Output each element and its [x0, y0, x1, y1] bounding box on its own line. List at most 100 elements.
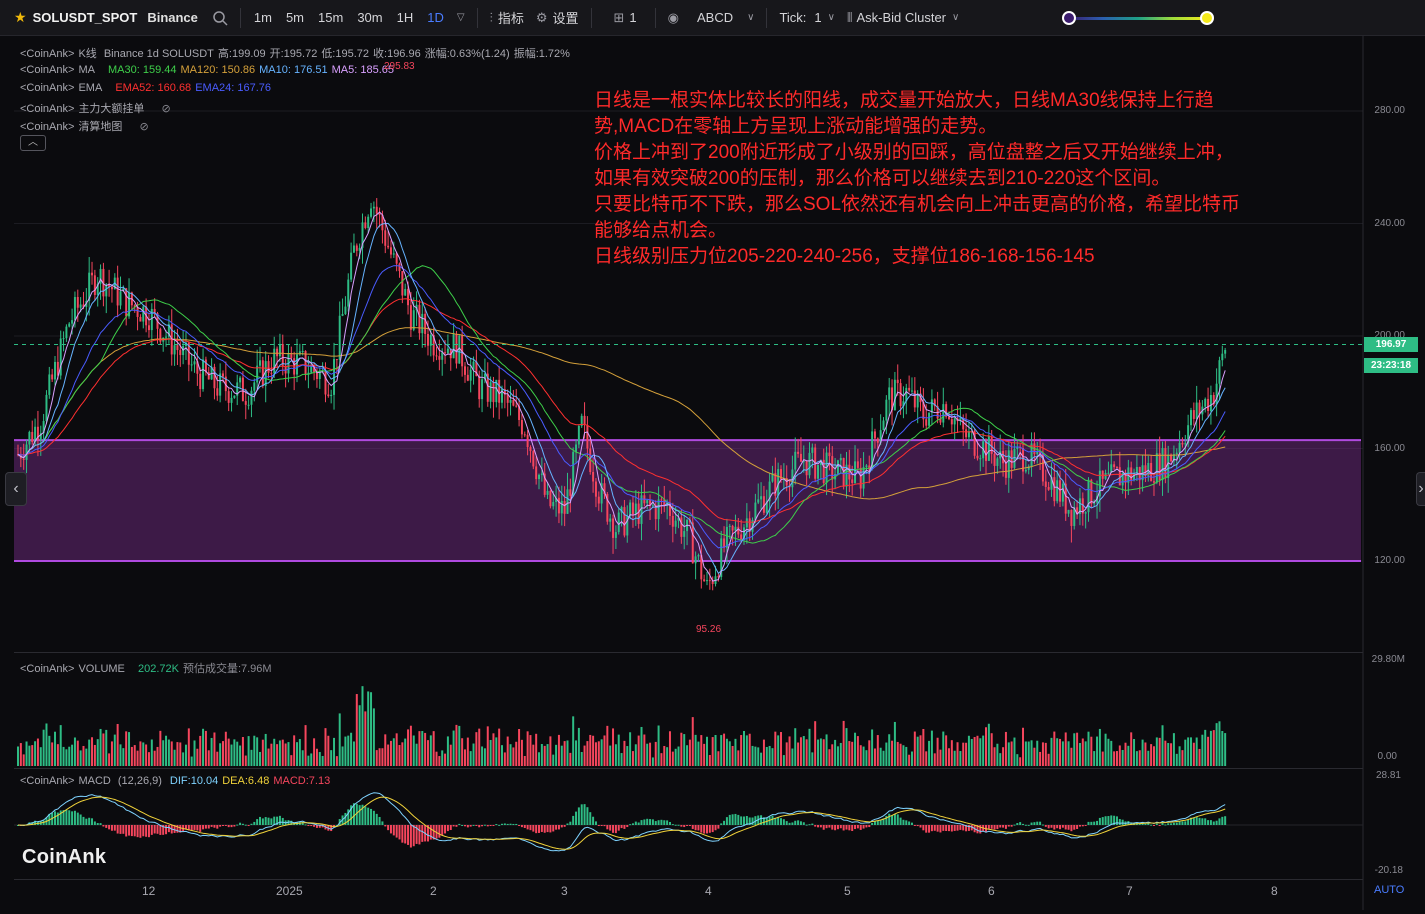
- ema-legend: <CoinAnk> EMA EMA52: 160.68 EMA24: 167.76: [20, 82, 275, 94]
- candle-body: [1172, 454, 1175, 462]
- volume-bar: [947, 748, 950, 766]
- candle-body: [1044, 481, 1047, 487]
- candle-body: [93, 275, 96, 295]
- candle-body: [876, 438, 879, 443]
- indicators-button[interactable]: ⫶ 指标: [484, 0, 530, 36]
- hidden-eye-icon[interactable]: ⊘: [139, 121, 149, 133]
- candle-body: [1061, 483, 1064, 502]
- macd-histogram-bar: [970, 825, 973, 831]
- time-axis-label: 7: [1126, 884, 1133, 898]
- volume-bar: [153, 750, 156, 766]
- legend-collapse-button[interactable]: ︿: [20, 135, 46, 151]
- volume-bar: [871, 729, 874, 766]
- candle-body: [62, 338, 65, 340]
- timeframe-dropdown-chevron-icon[interactable]: ▽: [456, 12, 465, 23]
- candle-body: [296, 354, 299, 375]
- macd-histogram-bar: [364, 806, 367, 825]
- slider-left-knob[interactable]: [1062, 11, 1076, 25]
- macd-histogram-bar: [91, 818, 94, 825]
- volume-bar: [808, 728, 811, 766]
- macd-histogram-bar: [1087, 821, 1090, 825]
- candle-body: [1047, 486, 1050, 490]
- layout-button[interactable]: ⊞ 1: [608, 0, 643, 36]
- tick-selector[interactable]: Tick: 1 ∨: [773, 0, 841, 36]
- hidden-eye-icon[interactable]: ⊘: [161, 103, 171, 115]
- macd-histogram-bar: [762, 817, 765, 825]
- volume-bar: [970, 738, 973, 766]
- heatmap-color-slider[interactable]: [1062, 11, 1214, 25]
- macd-histogram-bar: [387, 825, 390, 831]
- timeframe-1h[interactable]: 1H: [396, 10, 414, 25]
- candle-body: [868, 465, 871, 470]
- eye-icon[interactable]: ◉: [667, 9, 679, 25]
- candle-body: [455, 334, 458, 364]
- candle-body: [999, 450, 1002, 459]
- macd-histogram-bar: [458, 823, 461, 825]
- abcd-pattern-button[interactable]: ABCD ∨: [691, 0, 760, 36]
- macd-histogram-bar: [572, 815, 575, 825]
- chart-area[interactable]: [0, 36, 1425, 914]
- macd-histogram-bar: [987, 825, 990, 830]
- macd-histogram-bar: [1209, 820, 1212, 825]
- candle-body: [668, 502, 671, 516]
- candle-body: [979, 458, 982, 460]
- timeframe-1d[interactable]: 1D: [427, 10, 444, 25]
- volume-bar: [469, 751, 472, 766]
- macd-histogram-bar: [811, 823, 814, 825]
- volume-bar: [184, 744, 187, 766]
- timeframe-15m[interactable]: 15m: [318, 10, 344, 25]
- macd-histogram-bar: [1172, 822, 1175, 825]
- candle-body: [768, 481, 771, 502]
- volume-bar: [435, 751, 438, 766]
- timeframe-1m[interactable]: 1m: [253, 10, 272, 25]
- kline-open: 开:195.72: [269, 48, 318, 60]
- candle-body: [694, 556, 697, 564]
- candle-body: [654, 505, 657, 520]
- search-icon[interactable]: [206, 0, 234, 36]
- volume-bar: [836, 746, 839, 766]
- candle-body: [575, 444, 578, 452]
- macd-histogram-bar: [1115, 816, 1118, 825]
- candle-body: [398, 263, 401, 272]
- candle-body: [1004, 463, 1007, 478]
- volume-bar: [765, 746, 768, 766]
- volume-bar: [22, 754, 25, 766]
- volume-bar: [868, 740, 871, 766]
- settings-button[interactable]: ⚙ 设置: [530, 0, 585, 36]
- timeframe-5m[interactable]: 5m: [285, 10, 305, 25]
- favorite-star-icon[interactable]: ★: [14, 9, 27, 25]
- volume-bar: [646, 743, 649, 766]
- scroll-left-arrow-icon[interactable]: ‹: [5, 472, 27, 506]
- macd-histogram-bar: [119, 825, 122, 834]
- candle-body: [566, 489, 569, 514]
- macd-histogram-bar: [575, 811, 578, 825]
- macd-histogram-bar: [731, 814, 734, 825]
- legend-prefix: <CoinAnk>: [20, 663, 75, 675]
- scroll-right-arrow-icon[interactable]: ›: [1416, 472, 1425, 506]
- volume-bar: [1144, 742, 1147, 766]
- symbol-name[interactable]: SOLUSDT_SPOT: [32, 10, 138, 25]
- volume-bar: [446, 736, 449, 766]
- volume-bar: [862, 746, 865, 766]
- macd-histogram-bar: [717, 825, 720, 829]
- macd-histogram-bar: [281, 817, 284, 825]
- volume-bar: [1101, 751, 1104, 766]
- volume-bar: [643, 734, 646, 766]
- time-axis-label: 12: [142, 884, 156, 898]
- analysis-annotation[interactable]: 日线是一根实体比较长的阳线，成交量开始放大，日线MA30线保持上行趋 势,MAC…: [594, 88, 1314, 270]
- candle-body: [418, 304, 421, 334]
- volume-bar: [330, 750, 333, 766]
- timeframe-30m[interactable]: 30m: [357, 10, 383, 25]
- candle-body: [247, 404, 250, 406]
- candle-body: [629, 502, 632, 517]
- volume-bar: [1218, 721, 1221, 766]
- slider-right-knob[interactable]: [1200, 11, 1214, 25]
- candle-body: [108, 284, 111, 287]
- macd-histogram-bar: [227, 825, 230, 828]
- macd-histogram-bar: [666, 820, 669, 825]
- cluster-selector[interactable]: ⫴ Ask-Bid Cluster ∨: [841, 0, 965, 36]
- macd-histogram-bar: [1064, 825, 1067, 830]
- candle-body: [535, 466, 538, 480]
- auto-scale-button[interactable]: AUTO: [1374, 884, 1405, 896]
